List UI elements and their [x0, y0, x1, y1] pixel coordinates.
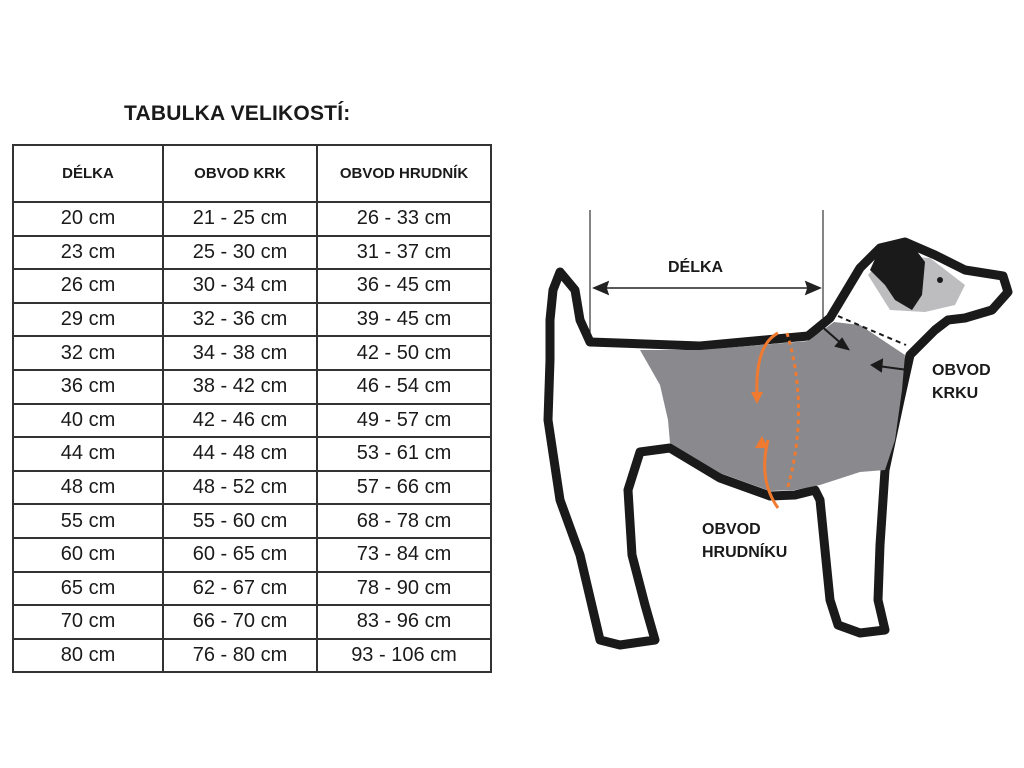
- size-table: DÉLKA OBVOD KRK OBVOD HRUDNÍK 20 cm 21 - …: [12, 144, 492, 674]
- length-arrow: [592, 280, 822, 296]
- cell-neck: 38 - 42 cm: [162, 368, 318, 405]
- table-row: 26 cm 30 - 34 cm 36 - 45 cm: [12, 268, 492, 304]
- header-length: DÉLKA: [12, 144, 164, 203]
- cell-length: 44 cm: [12, 436, 164, 472]
- cell-neck: 21 - 25 cm: [162, 201, 318, 237]
- cell-neck: 60 - 65 cm: [162, 536, 318, 573]
- table-row: 20 cm 21 - 25 cm 26 - 33 cm: [12, 201, 492, 237]
- table-row: 60 cm 60 - 65 cm 73 - 84 cm: [12, 536, 492, 573]
- cell-chest: 42 - 50 cm: [316, 335, 492, 371]
- cell-length: 65 cm: [12, 570, 164, 607]
- table-row: 36 cm 38 - 42 cm 46 - 54 cm: [12, 368, 492, 405]
- table-row: 65 cm 62 - 67 cm 78 - 90 cm: [12, 570, 492, 607]
- cell-length: 60 cm: [12, 536, 164, 573]
- cell-chest: 46 - 54 cm: [316, 368, 492, 405]
- table-row: 23 cm 25 - 30 cm 31 - 37 cm: [12, 234, 492, 271]
- table-row: 32 cm 34 - 38 cm 42 - 50 cm: [12, 335, 492, 371]
- neck-label: OBVOD KRKU: [932, 359, 991, 405]
- cell-chest: 31 - 37 cm: [316, 234, 492, 271]
- cell-neck: 62 - 67 cm: [162, 570, 318, 607]
- chest-label: OBVOD HRUDNÍKU: [702, 518, 787, 564]
- cell-neck: 44 - 48 cm: [162, 436, 318, 472]
- table-row: 40 cm 42 - 46 cm 49 - 57 cm: [12, 402, 492, 439]
- table-row: 29 cm 32 - 36 cm 39 - 45 cm: [12, 301, 492, 338]
- cell-chest: 57 - 66 cm: [316, 469, 492, 506]
- cell-length: 48 cm: [12, 469, 164, 506]
- neck-arrows: [819, 324, 909, 373]
- cell-chest: 49 - 57 cm: [316, 402, 492, 439]
- chest-arrows: [751, 331, 800, 509]
- cell-neck: 48 - 52 cm: [162, 469, 318, 506]
- neck-label-line2: KRKU: [932, 385, 979, 402]
- table-row: 70 cm 66 - 70 cm 83 - 96 cm: [12, 604, 492, 640]
- cell-length: 55 cm: [12, 503, 164, 539]
- cell-neck: 66 - 70 cm: [162, 604, 318, 640]
- cell-neck: 30 - 34 cm: [162, 268, 318, 304]
- cell-length: 32 cm: [12, 335, 164, 371]
- length-guides: [589, 210, 824, 340]
- cell-length: 23 cm: [12, 234, 164, 271]
- length-label: DÉLKA: [668, 259, 724, 276]
- cell-chest: 26 - 33 cm: [316, 201, 492, 237]
- neck-dashed-line: [837, 315, 907, 346]
- header-chest: OBVOD HRUDNÍK: [316, 144, 492, 203]
- table-row: 55 cm 55 - 60 cm 68 - 78 cm: [12, 503, 492, 539]
- cell-chest: 39 - 45 cm: [316, 301, 492, 338]
- cell-neck: 55 - 60 cm: [162, 503, 318, 539]
- cell-chest: 83 - 96 cm: [316, 604, 492, 640]
- cell-length: 26 cm: [12, 268, 164, 304]
- cell-length: 80 cm: [12, 637, 164, 674]
- cell-chest: 36 - 45 cm: [316, 268, 492, 304]
- chest-label-line2: HRUDNÍKU: [702, 544, 788, 561]
- cell-length: 40 cm: [12, 402, 164, 439]
- dog-coat: [640, 322, 905, 491]
- cell-chest: 93 - 106 cm: [316, 637, 492, 674]
- cell-chest: 73 - 84 cm: [316, 536, 492, 573]
- cell-length: 70 cm: [12, 604, 164, 640]
- page-title: TABULKA VELIKOSTÍ:: [124, 102, 351, 125]
- table-row: 48 cm 48 - 52 cm 57 - 66 cm: [12, 469, 492, 506]
- cell-chest: 53 - 61 cm: [316, 436, 492, 472]
- cell-neck: 42 - 46 cm: [162, 402, 318, 439]
- table-header-row: DÉLKA OBVOD KRK OBVOD HRUDNÍK: [12, 144, 492, 203]
- cell-neck: 25 - 30 cm: [162, 234, 318, 271]
- cell-length: 20 cm: [12, 201, 164, 237]
- table-row: 80 cm 76 - 80 cm 93 - 106 cm: [12, 637, 492, 674]
- cell-length: 36 cm: [12, 368, 164, 405]
- chest-label-line1: OBVOD: [702, 521, 761, 538]
- header-neck: OBVOD KRK: [162, 144, 318, 203]
- cell-neck: 34 - 38 cm: [162, 335, 318, 371]
- dog-eye: [937, 277, 943, 283]
- cell-chest: 78 - 90 cm: [316, 570, 492, 607]
- cell-neck: 32 - 36 cm: [162, 301, 318, 338]
- dog-ear: [870, 242, 925, 310]
- cell-length: 29 cm: [12, 301, 164, 338]
- table-row: 44 cm 44 - 48 cm 53 - 61 cm: [12, 436, 492, 472]
- neck-label-line1: OBVOD: [932, 362, 991, 379]
- cell-chest: 68 - 78 cm: [316, 503, 492, 539]
- cell-neck: 76 - 80 cm: [162, 637, 318, 674]
